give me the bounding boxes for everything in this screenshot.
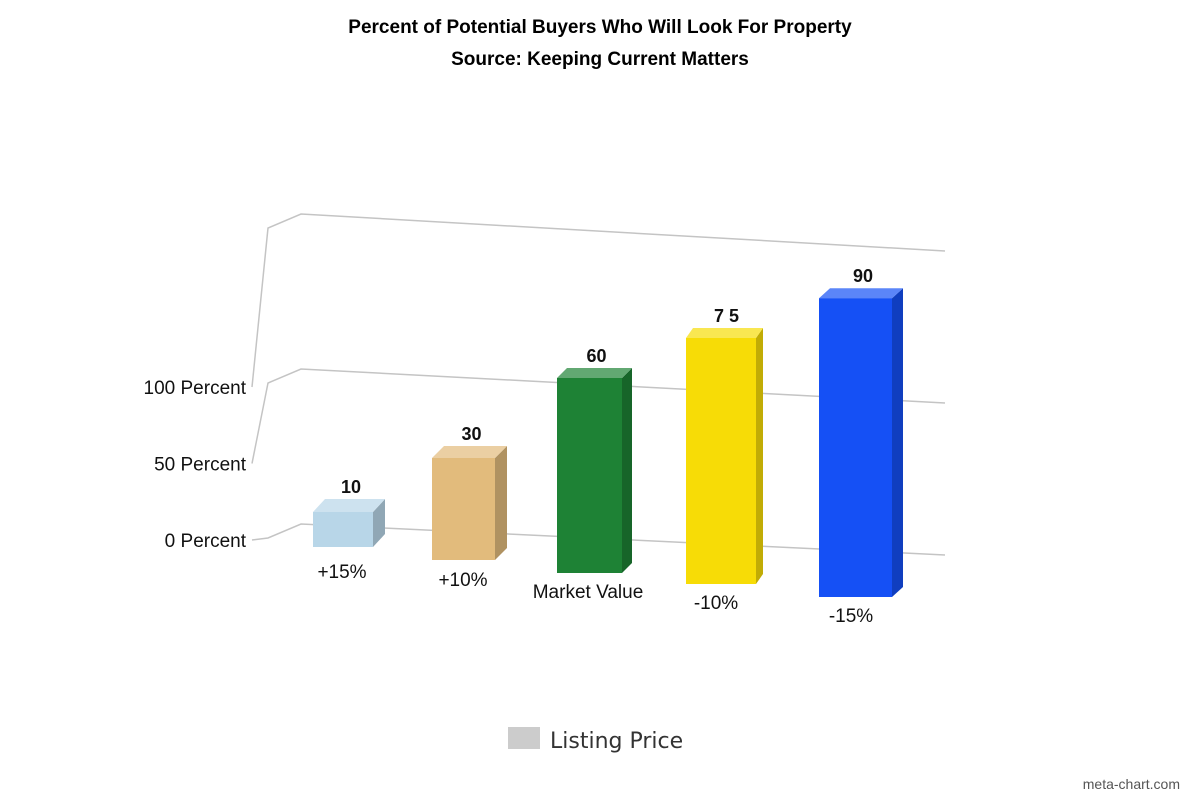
gridline bbox=[251, 213, 946, 388]
x-tick-label: -15% bbox=[829, 606, 873, 627]
data-label: 7 5 bbox=[714, 306, 739, 326]
bars: 10 30 60 7 5 90 bbox=[313, 266, 903, 597]
y-tick-label: 100 Percent bbox=[144, 378, 247, 399]
x-tick-label: -10% bbox=[694, 593, 738, 614]
bar[interactable]: 60 bbox=[557, 346, 632, 573]
bar-side-face bbox=[373, 499, 385, 547]
y-tick-label: 50 Percent bbox=[154, 455, 247, 476]
bar-top-face bbox=[313, 499, 385, 512]
y-tick-label: 0 Percent bbox=[165, 531, 247, 552]
x-tick-label: +10% bbox=[438, 570, 487, 591]
bar-front-face bbox=[313, 512, 373, 547]
bar[interactable]: 30 bbox=[432, 424, 507, 560]
credit-text[interactable]: meta-chart.com bbox=[1083, 776, 1180, 792]
bar-top-face bbox=[686, 328, 763, 338]
data-label: 10 bbox=[341, 477, 361, 497]
bar-top-face bbox=[819, 288, 903, 299]
bar[interactable]: 7 5 bbox=[686, 306, 763, 584]
bar[interactable]: 90 bbox=[819, 266, 903, 597]
legend-swatch bbox=[508, 727, 540, 749]
legend[interactable]: Listing Price bbox=[508, 727, 683, 754]
bar-side-face bbox=[622, 368, 632, 573]
bar-top-face bbox=[432, 446, 507, 458]
bar-side-face bbox=[892, 288, 903, 597]
data-label: 60 bbox=[586, 346, 606, 366]
legend-label: Listing Price bbox=[550, 729, 683, 754]
chart-subtitle: Source: Keeping Current Matters bbox=[451, 49, 749, 70]
data-label: 30 bbox=[461, 424, 481, 444]
bar-side-face bbox=[495, 446, 507, 560]
bar[interactable]: 10 bbox=[313, 477, 385, 547]
x-tick-label: +15% bbox=[317, 562, 366, 583]
chart-title: Percent of Potential Buyers Who Will Loo… bbox=[348, 17, 852, 38]
bar-front-face bbox=[432, 458, 495, 560]
x-tick-label: Market Value bbox=[533, 582, 644, 603]
bar-front-face bbox=[819, 298, 892, 597]
bar-front-face bbox=[557, 378, 622, 573]
bar-top-face bbox=[557, 368, 632, 378]
y-axis-ticks: 0 Percent 50 Percent 100 Percent bbox=[144, 378, 247, 552]
category-labels: +15% +10% Market Value -10% -15% bbox=[317, 562, 873, 627]
bar-side-face bbox=[756, 328, 763, 584]
bar-front-face bbox=[686, 338, 756, 584]
data-label: 90 bbox=[853, 266, 873, 286]
